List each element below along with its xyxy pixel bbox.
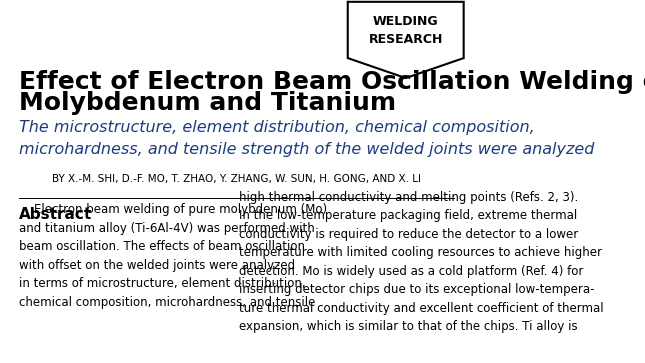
Text: The microstructure, element distribution, chemical composition,
microhardness, a: The microstructure, element distribution… xyxy=(19,120,594,157)
Text: Effect of Electron Beam Oscillation Welding of: Effect of Electron Beam Oscillation Weld… xyxy=(19,70,645,94)
Text: BY X.-M. SHI, D.-F. MO, T. ZHAO, Y. ZHANG, W. SUN, H. GONG, AND X. LI: BY X.-M. SHI, D.-F. MO, T. ZHAO, Y. ZHAN… xyxy=(52,174,421,184)
Text: high thermal conductivity and melting points (Refs. 2, 3).
In the low-temperatur: high thermal conductivity and melting po… xyxy=(239,191,604,333)
Text: RESEARCH: RESEARCH xyxy=(368,33,443,46)
Text: WELDING: WELDING xyxy=(373,15,439,28)
Text: Electron beam welding of pure molybdenum (Mo)
and titanium alloy (Ti-6Al-4V) was: Electron beam welding of pure molybdenum… xyxy=(19,203,327,309)
Text: Molybdenum and Titanium: Molybdenum and Titanium xyxy=(19,91,396,115)
Text: Abstract: Abstract xyxy=(19,207,92,223)
